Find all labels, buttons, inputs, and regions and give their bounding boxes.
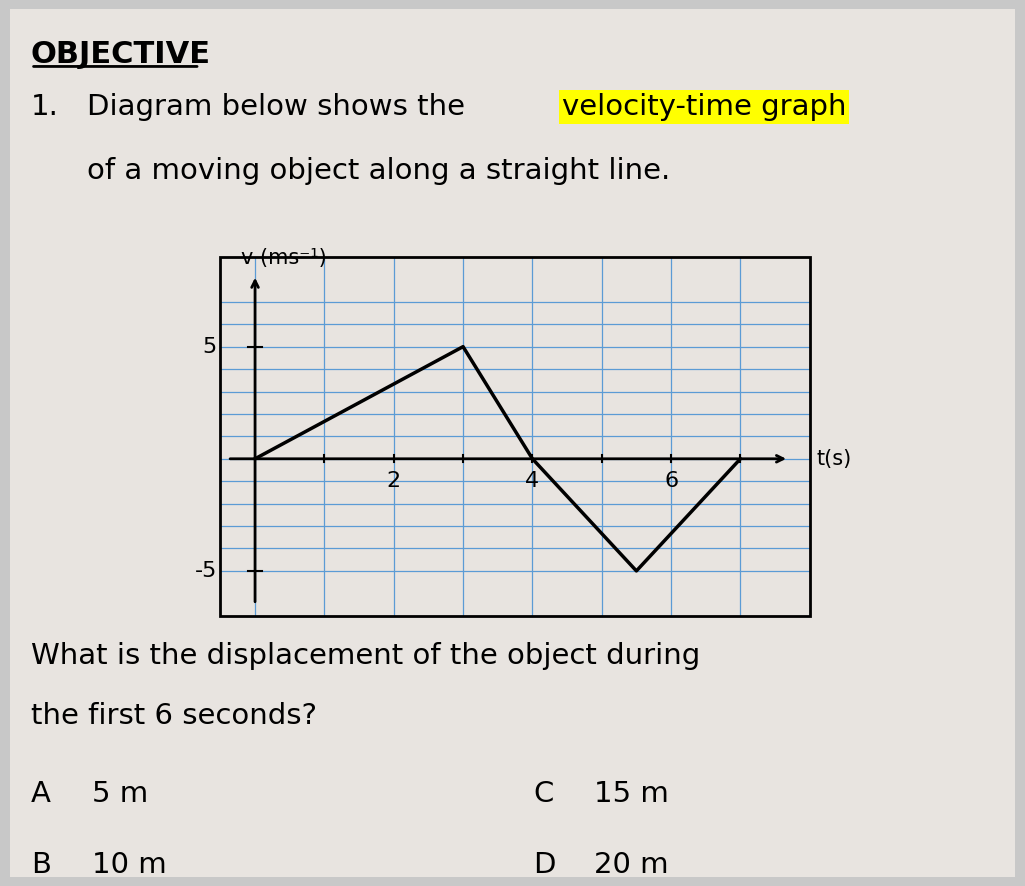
Text: 15 m: 15 m [594, 780, 669, 808]
Text: of a moving object along a straight line.: of a moving object along a straight line… [87, 157, 670, 185]
Text: B: B [31, 851, 51, 879]
Text: 5 m: 5 m [92, 780, 149, 808]
Text: -5: -5 [195, 561, 217, 581]
Text: A: A [31, 780, 50, 808]
Text: 10 m: 10 m [92, 851, 167, 879]
Text: t(s): t(s) [817, 449, 852, 469]
Text: 1.: 1. [31, 93, 58, 121]
Text: 4: 4 [526, 471, 539, 491]
Text: C: C [533, 780, 554, 808]
Text: What is the displacement of the object during: What is the displacement of the object d… [31, 642, 700, 671]
Text: v (ms⁻¹): v (ms⁻¹) [241, 248, 327, 268]
Text: D: D [533, 851, 556, 879]
Text: 20 m: 20 m [594, 851, 669, 879]
Text: the first 6 seconds?: the first 6 seconds? [31, 702, 317, 730]
FancyBboxPatch shape [10, 9, 1015, 877]
Bar [220, 257, 810, 616]
Text: velocity-time graph: velocity-time graph [562, 93, 847, 121]
Text: 2: 2 [386, 471, 401, 491]
Text: OBJECTIVE: OBJECTIVE [31, 40, 211, 69]
Text: 6: 6 [664, 471, 679, 491]
Text: Diagram below shows the: Diagram below shows the [87, 93, 475, 121]
Text: 5: 5 [203, 337, 217, 357]
